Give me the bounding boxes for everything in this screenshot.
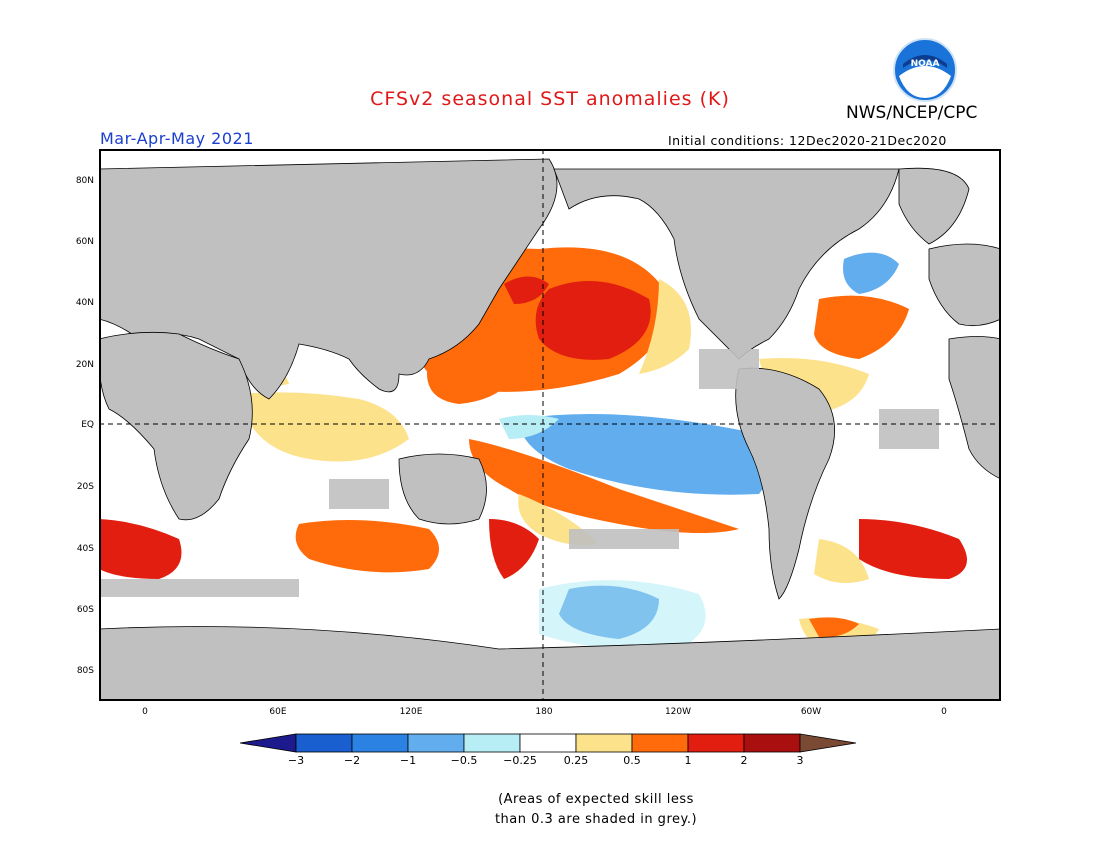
colorbar-tick-label: −3 [287,754,305,767]
anomaly-light-cool-eq [499,415,559,439]
anomaly-warm-south-atlantic-left [99,519,182,579]
colorbar-cell [519,733,577,753]
sst-anomaly-map [99,149,1001,701]
lon-label-0-west: 0 [142,707,148,717]
initial-conditions-label: Initial conditions: 12Dec2020-21Dec2020 [668,133,947,148]
anomaly-warm-south-indian [295,520,439,573]
lat-label-60s: 60S [76,605,94,615]
low-skill-areas [99,349,939,597]
land-masses [99,158,1001,701]
colorbar-tick-label: 3 [796,754,804,767]
lon-label-120e: 120E [399,707,423,717]
noaa-logo: NOAA [893,38,957,102]
agency-label: NWS/NCEP/CPC [846,103,978,123]
lon-label-180: 180 [535,707,553,717]
colorbar-cell [463,733,521,753]
lat-label-eq: EQ [81,420,94,430]
lat-label-20n: 20N [75,360,94,370]
colorbar [240,733,857,753]
colorbar-cell [351,733,409,753]
skill-note-line-2: than 0.3 are shaded in grey.) [494,812,698,827]
colorbar-cell [631,733,689,753]
anomaly-yellow-indian [239,392,409,462]
anomaly-cool-north-atlantic [843,252,899,294]
anomaly-yellow-south-atlantic [814,539,869,583]
land-europe-east [928,243,1001,327]
anomaly-light-cool-southern [539,580,706,650]
land-eurasia [99,158,558,400]
anomaly-warm-central-npac-trop [427,352,519,404]
lon-label-120w: 120W [664,707,692,717]
lon-label-60w: 60W [800,707,822,717]
lat-label-80s: 80S [76,666,94,676]
lon-label-0-east: 0 [941,707,947,717]
colorbar-tick-label: −1 [399,754,417,767]
colorbar-cell [575,733,633,753]
colorbar-cell [687,733,745,753]
lat-label-40n: 40N [75,298,94,308]
land-australia [398,453,487,525]
colorbar-tick-label: 0.5 [623,754,641,767]
land-africa-east [948,336,1001,480]
land-south-america [735,367,835,600]
colorbar-tick-label: 1 [684,754,692,767]
lat-label-20s: 20S [76,482,94,492]
colorbar-arrow-low [240,733,297,753]
anomaly-warm-south-atlantic-right [859,519,967,579]
logo-text: NOAA [911,59,940,69]
colorbar-cell [743,733,801,753]
colorbar-tick-label: 0.25 [563,754,589,767]
lat-label-80n: 80N [75,176,94,186]
chart-title: CFSv2 seasonal SST anomalies (K) [370,88,730,110]
colorbar-arrow-high [799,733,857,753]
anomaly-cool-equatorial-pacific [519,414,769,495]
anomaly-warm-southern-east [809,617,859,638]
lat-label-60n: 60N [75,237,94,247]
anomaly-hot-tasman [489,519,539,579]
land-africa [99,331,253,521]
map-frame [99,149,1001,701]
colorbar-tick-label: −0.5 [450,754,478,767]
anomaly-warm-south-pacific [469,439,739,533]
colorbar-tick-label: −0.25 [503,754,537,767]
lat-label-40s: 40S [76,544,94,554]
land-antarctica [99,626,1001,701]
anomaly-warm-north-atlantic [814,295,909,359]
season-label: Mar-Apr-May 2021 [100,129,254,148]
anomaly-yellow-npac-east [639,279,691,374]
anomaly-hot-north-pacific [535,281,651,360]
lon-label-60e: 60E [269,707,287,717]
colorbar-cell [295,733,353,753]
skill-note-line-1: (Areas of expected skill less [498,792,694,807]
anomaly-hot-kuroshio [504,276,549,304]
colorbar-tick-label: −2 [343,754,361,767]
colorbar-cell [407,733,465,753]
colorbar-tick-label: 2 [740,754,748,767]
land-greenland [898,167,970,245]
